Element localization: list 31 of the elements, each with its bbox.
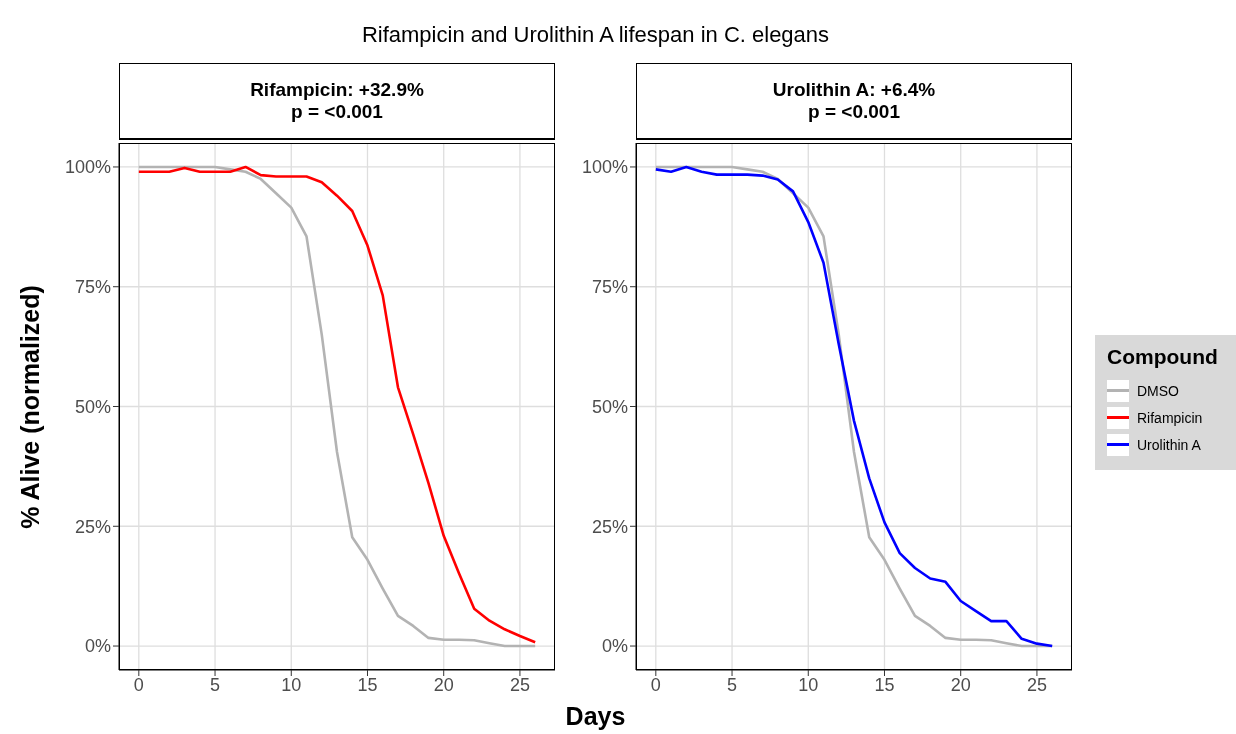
x-tick-label: 20 xyxy=(950,674,971,695)
y-tick-label: 0% xyxy=(84,636,111,657)
chart-subtitle: Urolithin A: +6.4% p = <0.001 xyxy=(636,63,1072,140)
chart-subtitle: Rifampicin: +32.9% p = <0.001 xyxy=(119,63,555,140)
y-axis-title: % Alive (normalized) xyxy=(15,284,45,529)
x-tick-label: 25 xyxy=(509,674,530,695)
y-tick-label: 50% xyxy=(591,396,628,417)
y-tick-label: 75% xyxy=(74,277,111,298)
y-tick-label: 25% xyxy=(74,516,111,537)
x-tick-label: 5 xyxy=(727,674,738,695)
y-tick-label: 0% xyxy=(601,636,628,657)
legend-title: Compound xyxy=(1107,345,1219,369)
x-tick-label: 10 xyxy=(281,674,302,695)
y-tick-label: 100% xyxy=(581,157,628,178)
x-tick-label: 0 xyxy=(133,674,144,695)
x-tick-label: 5 xyxy=(210,674,221,695)
x-tick-label: 25 xyxy=(1026,674,1047,695)
y-tick-label: 75% xyxy=(591,277,628,298)
x-axis-title: Days xyxy=(564,702,627,731)
x-tick-label: 15 xyxy=(874,674,895,695)
y-tick-label: 25% xyxy=(591,516,628,537)
x-tick-label: 10 xyxy=(798,674,819,695)
x-tick-label: 15 xyxy=(357,674,378,695)
chart-title: Rifampicin and Urolithin A lifespan in C. elegans xyxy=(360,22,831,48)
x-tick-label: 20 xyxy=(433,674,454,695)
y-tick-label: 100% xyxy=(64,157,111,178)
y-tick-label: 50% xyxy=(74,396,111,417)
legend-label: Rifampicin xyxy=(1137,409,1203,426)
legend-label: Urolithin A xyxy=(1137,436,1201,453)
x-tick-label: 0 xyxy=(650,674,661,695)
legend-label: DMSO xyxy=(1137,382,1179,399)
